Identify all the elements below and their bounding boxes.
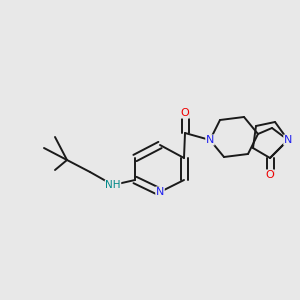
Text: N: N — [206, 135, 214, 145]
Text: O: O — [181, 108, 189, 118]
Text: O: O — [266, 170, 274, 180]
Text: N: N — [156, 187, 164, 197]
Text: NH: NH — [105, 180, 121, 190]
Text: N: N — [284, 135, 292, 145]
